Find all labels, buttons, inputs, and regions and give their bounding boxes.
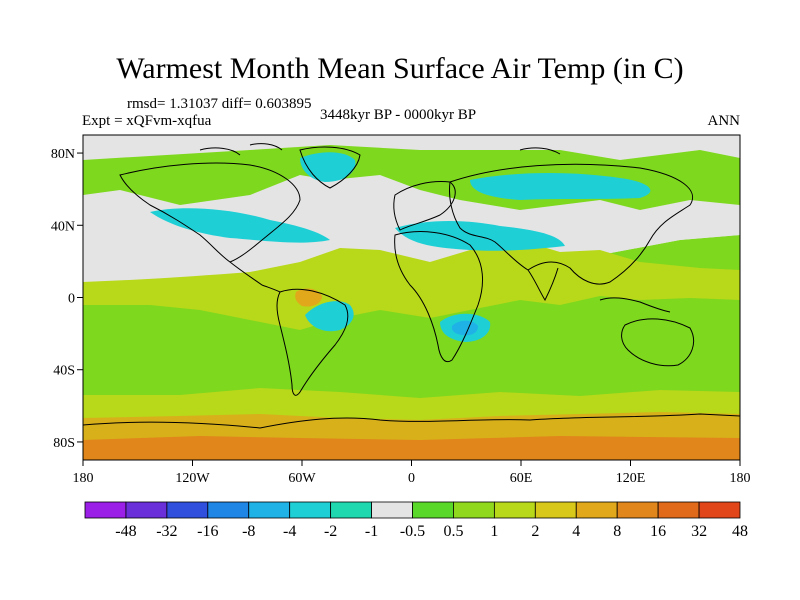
colorbar-swatch (84, 501, 127, 519)
field-cyan-siberia (470, 173, 651, 200)
axis-ticks: 180 120W 60W 0 60E 120E 180 80N 40N 0 40S 80S (51, 147, 751, 486)
experiment-label: Expt = xQFvm-xqfua (82, 113, 212, 129)
y-tick-label: 80N (51, 147, 75, 162)
colorbar-level-label: -0.5 (400, 523, 425, 540)
field-cyan-greenland (300, 152, 356, 182)
colorbar-level-label: 8 (613, 523, 621, 540)
colorbar-swatch (698, 501, 741, 519)
y-tick-label: 40N (51, 219, 75, 234)
colorbar-level-label: -4 (283, 523, 296, 540)
colorbar-level-label: -2 (324, 523, 337, 540)
anomaly-field (83, 135, 740, 460)
y-tick-label: 80S (53, 436, 75, 451)
colorbar-level-label: 2 (531, 523, 539, 540)
x-tick-label: 60E (510, 471, 533, 486)
coast-indonesia (599, 297, 671, 313)
colorbar-swatch (453, 501, 495, 519)
rmsd-diff-stats: rmsd= 1.31037 diff= 0.603895 (127, 96, 312, 112)
field-yellow-belt (83, 240, 740, 330)
x-tick-label: 120W (175, 471, 210, 486)
coastlines (83, 143, 740, 429)
colorbar-swatch (616, 501, 659, 519)
colorbar-swatch (412, 501, 454, 519)
colorbar-level-label: 4 (572, 523, 580, 540)
colorbar-swatch (166, 501, 209, 519)
x-tick-label: 60W (288, 471, 316, 486)
x-tick-label: 0 (408, 471, 415, 486)
y-tick-label: 0 (68, 292, 75, 307)
colorbar-swatch (657, 501, 700, 519)
colorbar-swatch (493, 501, 536, 519)
colorbar-swatch (207, 501, 250, 519)
colorbar-swatch (330, 501, 372, 519)
x-tick-label: 120E (616, 471, 646, 486)
field-cyan-north-america (150, 208, 330, 243)
colorbar-level-label: 16 (650, 523, 666, 540)
coast-africa (394, 231, 483, 363)
field-orange-south-america (295, 288, 322, 307)
colorbar: -48 -32 -16 -8 -4 -2 -1 -0.5 0.5 1 2 4 8 16 32 48 (84, 501, 748, 540)
colorbar-level-label: 32 (691, 523, 707, 540)
field-orange-antarctic (83, 436, 740, 460)
field-blue-africa (451, 320, 478, 336)
colorbar-swatch (371, 501, 413, 519)
x-tick-label: 180 (73, 471, 94, 486)
x-tick-label: 180 (730, 471, 751, 486)
colorbar-swatch (248, 501, 291, 519)
colorbar-level-label: 48 (732, 523, 748, 540)
colorbar-level-label: -32 (156, 523, 177, 540)
field-cyan-brazil (305, 301, 354, 332)
colorbar-swatch (289, 501, 332, 519)
season-label: ANN (707, 113, 741, 129)
coast-australia (621, 318, 694, 367)
coast-arctic-islands (199, 143, 561, 156)
period-label: 3448kyr BP - 0000kyr BP (320, 107, 477, 123)
colorbar-level-label: 0.5 (443, 523, 463, 540)
plot-title: Warmest Month Mean Surface Air Temp (in … (116, 52, 684, 85)
colorbar-swatch (534, 501, 577, 519)
coast-asia (449, 163, 693, 285)
coast-antarctica (83, 413, 740, 429)
coast-south-america (276, 288, 349, 396)
colorbar-swatch (575, 501, 618, 519)
coast-europe (393, 181, 456, 231)
coast-central-america (229, 261, 281, 293)
y-tick-label: 40S (53, 364, 75, 379)
colorbar-level-label: -1 (365, 523, 378, 540)
field-cyan-eurasia (395, 221, 565, 251)
colorbar-swatch (125, 501, 168, 519)
colorbar-level-label: -48 (115, 523, 136, 540)
coast-north-america (119, 162, 301, 263)
colorbar-level-label: -16 (197, 523, 218, 540)
colorbar-level-label: -8 (242, 523, 255, 540)
coast-india (527, 267, 559, 302)
coast-greenland (299, 146, 361, 189)
colorbar-level-label: 1 (490, 523, 498, 540)
